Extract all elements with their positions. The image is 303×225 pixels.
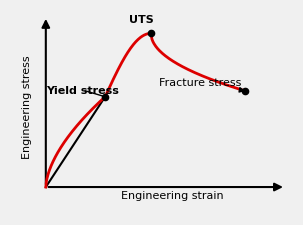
Text: Fracture stress: Fracture stress (159, 78, 244, 93)
Text: Yield stress: Yield stress (46, 86, 119, 97)
Text: UTS: UTS (129, 15, 154, 25)
Text: Engineering strain: Engineering strain (121, 191, 224, 201)
Text: Engineering stress: Engineering stress (22, 55, 32, 158)
